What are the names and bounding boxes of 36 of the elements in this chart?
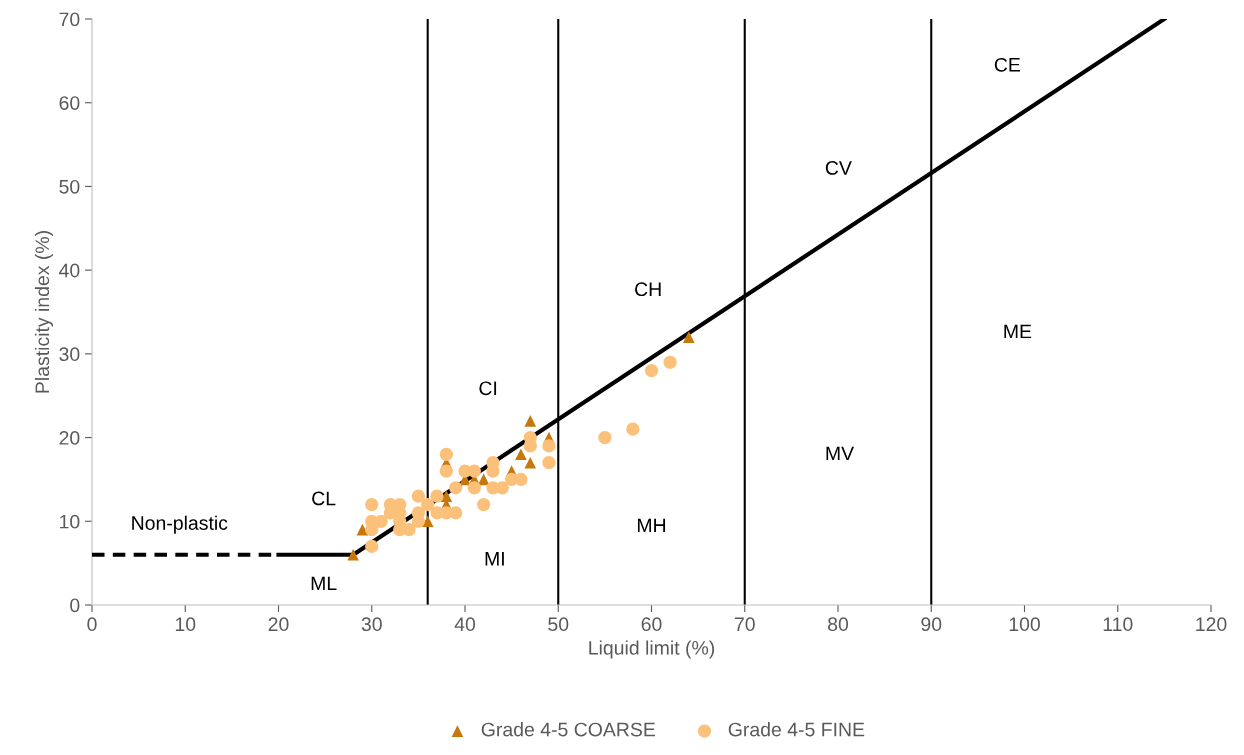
y-tick-label: 10 [60, 514, 80, 529]
annotation: CH [635, 282, 661, 297]
x-tick-label: 40 [454, 617, 476, 632]
annotation: CI [479, 381, 497, 396]
y-tick-label: 40 [59, 263, 80, 278]
y-tick-label: 20 [59, 431, 80, 445]
x-tick-label: 10 [175, 617, 196, 632]
y-tick-label: 0 [70, 598, 80, 613]
annotation: CL [312, 491, 336, 506]
x-tick-label: 0 [87, 617, 97, 632]
x-tick-label: 50 [548, 617, 569, 632]
annotation: CV [825, 161, 852, 175]
legend-label: Grade 4-5 COARSE [481, 722, 655, 737]
x-tick-label: 120 [1196, 617, 1227, 632]
y-tick-label: 70 [59, 12, 80, 27]
y-tick-label: 30 [59, 347, 80, 362]
annotation: ME [1004, 324, 1032, 339]
x-tick-label: 30 [361, 617, 382, 632]
x-tick-label: 80 [828, 617, 849, 632]
legend-label: Grade 4-5 FINE [728, 722, 865, 737]
x-tick-label: 70 [734, 617, 755, 632]
annotation: Non-plastic [132, 515, 228, 534]
annotation: ML [311, 576, 337, 591]
annotation: MI [485, 552, 504, 566]
y-tick-label: 50 [59, 179, 80, 194]
annotation: MV [826, 446, 854, 461]
y-axis-title: Plasticity index (%) [34, 231, 54, 393]
x-axis-title: Liquid limit (%) [589, 640, 715, 659]
annotation: MH [637, 518, 666, 533]
x-tick-label: 110 [1103, 617, 1133, 632]
y-tick-label: 60 [59, 96, 80, 110]
x-tick-label: 100 [1009, 617, 1040, 632]
x-tick-label: 60 [641, 617, 662, 632]
x-tick-label: 20 [268, 617, 289, 632]
annotation: CE [994, 57, 1021, 72]
x-tick-label: 90 [921, 617, 942, 632]
